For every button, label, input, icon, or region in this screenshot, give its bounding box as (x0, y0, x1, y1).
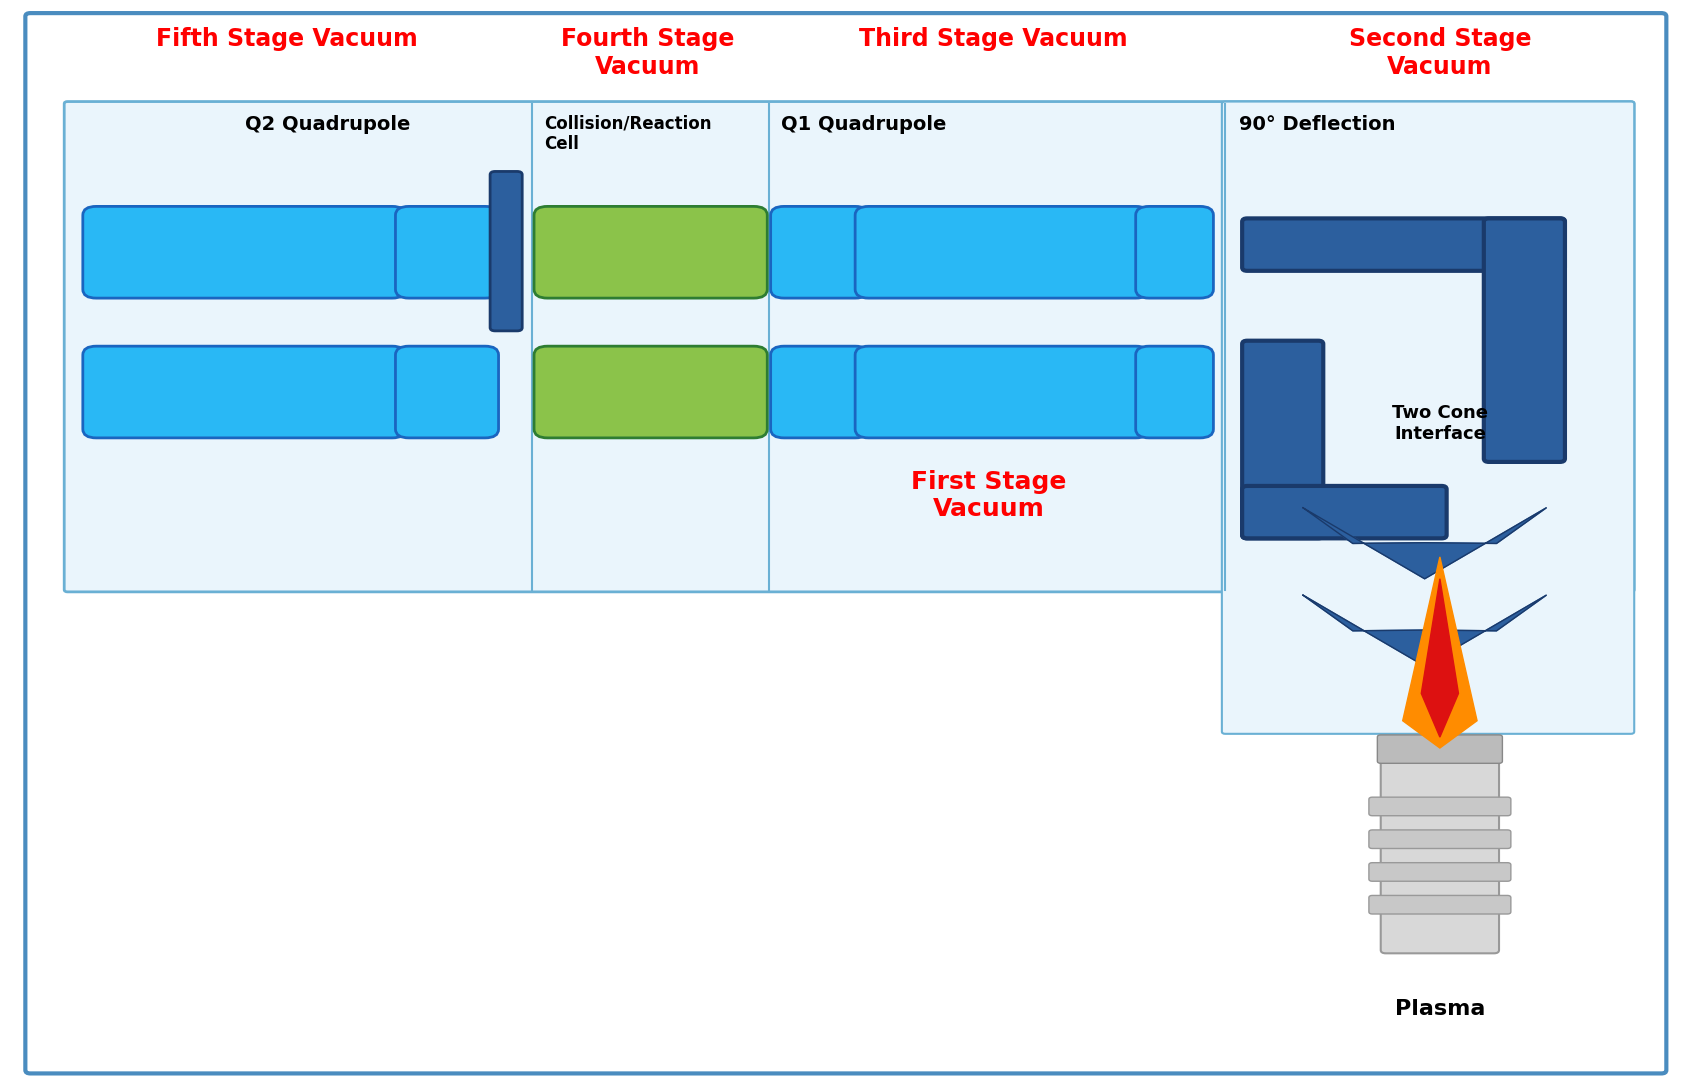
Text: Q2 Quadrupole: Q2 Quadrupole (245, 115, 410, 133)
FancyBboxPatch shape (1135, 206, 1213, 298)
Text: Fourth Stage
Vacuum: Fourth Stage Vacuum (561, 27, 733, 79)
FancyBboxPatch shape (395, 346, 498, 438)
FancyBboxPatch shape (534, 346, 767, 438)
FancyBboxPatch shape (83, 346, 405, 438)
FancyBboxPatch shape (1377, 735, 1502, 763)
Text: Two Cone
Interface: Two Cone Interface (1392, 404, 1486, 443)
FancyBboxPatch shape (1483, 218, 1564, 462)
FancyBboxPatch shape (1368, 797, 1510, 816)
FancyBboxPatch shape (770, 206, 868, 298)
FancyBboxPatch shape (1380, 750, 1498, 953)
FancyBboxPatch shape (1241, 486, 1446, 538)
Text: Second Stage
Vacuum: Second Stage Vacuum (1348, 27, 1530, 79)
Text: First Stage
Vacuum: First Stage Vacuum (910, 470, 1066, 521)
FancyBboxPatch shape (1221, 102, 1633, 734)
Text: 90° Deflection: 90° Deflection (1238, 115, 1395, 133)
FancyBboxPatch shape (770, 346, 868, 438)
Text: Fifth Stage Vacuum: Fifth Stage Vacuum (157, 27, 417, 51)
FancyBboxPatch shape (534, 206, 767, 298)
FancyBboxPatch shape (25, 13, 1665, 1073)
Polygon shape (1302, 508, 1545, 579)
FancyBboxPatch shape (395, 206, 498, 298)
Polygon shape (1302, 595, 1545, 666)
FancyBboxPatch shape (1368, 863, 1510, 881)
Text: food-men.co: food-men.co (422, 402, 929, 472)
FancyBboxPatch shape (83, 206, 405, 298)
FancyBboxPatch shape (1135, 346, 1213, 438)
FancyBboxPatch shape (1368, 895, 1510, 914)
Polygon shape (1420, 579, 1458, 737)
FancyBboxPatch shape (1241, 341, 1322, 538)
FancyBboxPatch shape (64, 102, 1633, 592)
FancyBboxPatch shape (1368, 830, 1510, 848)
FancyBboxPatch shape (1241, 218, 1564, 271)
Polygon shape (1402, 557, 1476, 748)
FancyBboxPatch shape (490, 171, 522, 331)
Text: Plasma: Plasma (1393, 999, 1485, 1019)
Text: Third Stage Vacuum: Third Stage Vacuum (860, 27, 1127, 51)
Text: Collision/Reaction
Cell: Collision/Reaction Cell (544, 115, 711, 154)
FancyBboxPatch shape (855, 206, 1149, 298)
FancyBboxPatch shape (855, 346, 1149, 438)
Text: Q1 Quadrupole: Q1 Quadrupole (780, 115, 946, 133)
